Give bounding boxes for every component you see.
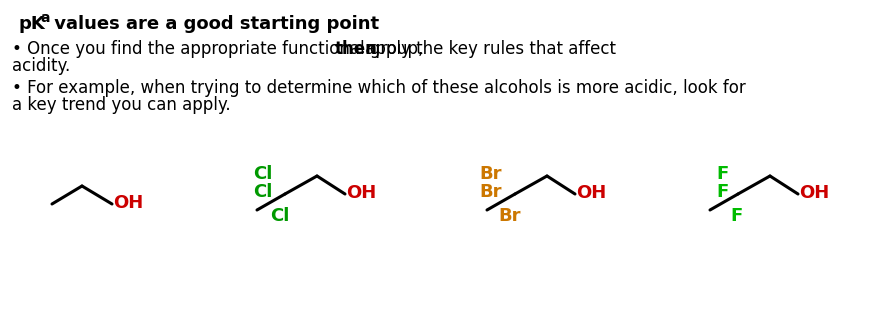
Text: a: a <box>40 11 50 25</box>
Text: • For example, when trying to determine which of these alcohols is more acidic, : • For example, when trying to determine … <box>12 79 746 97</box>
Text: values are a good starting point: values are a good starting point <box>48 15 379 33</box>
Text: OH: OH <box>346 184 376 202</box>
Text: Br: Br <box>480 183 502 201</box>
Text: F: F <box>730 207 742 225</box>
Text: • Once you find the appropriate functional group,: • Once you find the appropriate function… <box>12 40 429 58</box>
Text: OH: OH <box>799 184 829 202</box>
Text: Cl: Cl <box>271 207 289 225</box>
Text: F: F <box>716 165 728 183</box>
Text: Cl: Cl <box>254 183 272 201</box>
Text: a key trend you can apply.: a key trend you can apply. <box>12 96 231 114</box>
Text: Cl: Cl <box>254 165 272 183</box>
Text: pK: pK <box>18 15 44 33</box>
Text: apply the key rules that affect: apply the key rules that affect <box>360 40 616 58</box>
Text: Br: Br <box>480 165 502 183</box>
Text: OH: OH <box>576 184 606 202</box>
Text: acidity.: acidity. <box>12 57 70 75</box>
Text: then: then <box>335 40 377 58</box>
Text: OH: OH <box>113 194 143 212</box>
Text: Br: Br <box>498 207 522 225</box>
Text: F: F <box>716 183 728 201</box>
